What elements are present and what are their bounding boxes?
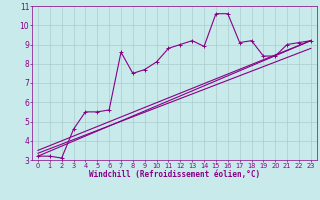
X-axis label: Windchill (Refroidissement éolien,°C): Windchill (Refroidissement éolien,°C) (89, 170, 260, 179)
